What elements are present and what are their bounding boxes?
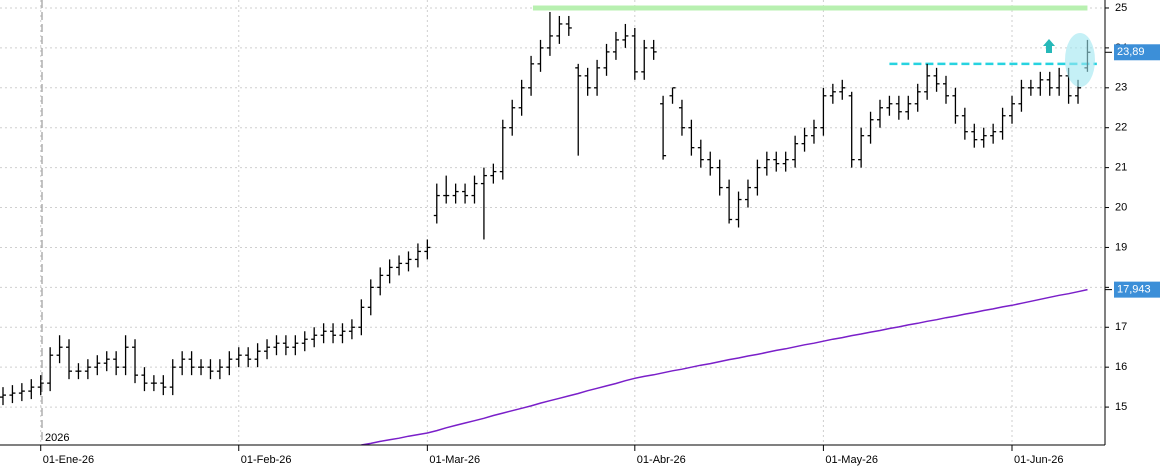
moving-average-line [361, 288, 1088, 445]
x-tick-label: 01-Mar-26 [429, 454, 480, 466]
price-label-box [1114, 281, 1160, 298]
x-tick-label: 01-Jun-26 [1014, 454, 1064, 466]
year-label: 2026 [45, 432, 69, 444]
y-tick-label: 19 [1115, 241, 1127, 253]
price-label-box [1114, 44, 1160, 61]
y-tick-label: 22 [1115, 122, 1127, 134]
price-label: 17,943 [1117, 284, 1151, 296]
y-tick-label: 23 [1115, 82, 1127, 94]
x-tick-label: 01-Ene-26 [43, 454, 94, 466]
plot-area [0, 5, 1097, 445]
y-tick-label: 15 [1115, 401, 1127, 413]
y-tick-label: 21 [1115, 162, 1127, 174]
x-tick-label: 01-Abr-26 [637, 454, 686, 466]
y-tick-label: 16 [1115, 361, 1127, 373]
up-arrow [1043, 39, 1055, 53]
labels: 23,89 17,943 [1105, 44, 1160, 298]
y-tick-label: 25 [1115, 2, 1127, 14]
x-tick-label: 01-May-26 [825, 454, 878, 466]
price-label: 23,89 [1117, 46, 1145, 58]
x-tick-label: 01-Feb-26 [241, 454, 292, 466]
y-tick-label: 20 [1115, 201, 1127, 213]
y-tick-label: 17 [1115, 321, 1127, 333]
highlight-ellipse [1065, 33, 1095, 87]
